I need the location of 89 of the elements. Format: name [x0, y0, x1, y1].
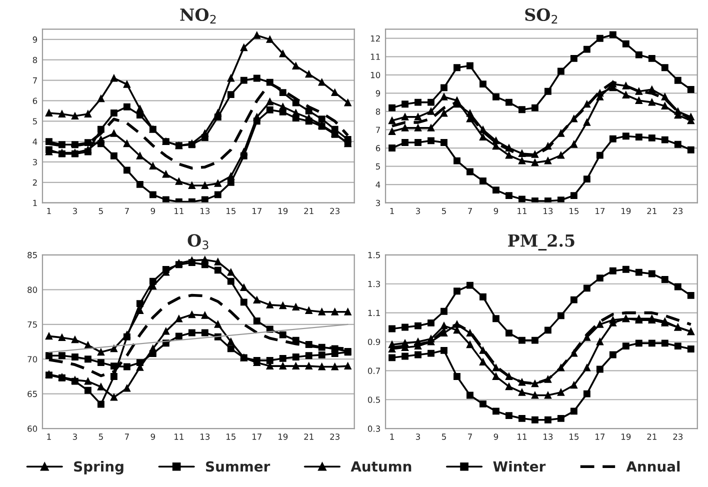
x-tick-label: 19 — [278, 434, 288, 440]
x-tick-label: 13 — [200, 434, 210, 440]
x-tick-label: 21 — [647, 434, 656, 440]
y-tick-label: 0.5 — [368, 396, 380, 403]
x-tick-label: 23 — [673, 434, 683, 440]
x-tick-label: 11 — [174, 208, 184, 214]
y-tick-label: 6 — [376, 145, 380, 152]
x-tick-label: 1 — [47, 208, 51, 214]
y-tick-label: 65 — [28, 390, 37, 398]
y-tick-label: 0.3 — [368, 426, 380, 432]
y-tick-label: 12 — [370, 35, 380, 42]
x-tick-label: 19 — [622, 208, 631, 214]
y-tick-label: 8 — [32, 56, 38, 64]
y-tick-label: 4 — [376, 182, 380, 188]
x-tick-label: 9 — [150, 208, 155, 214]
x-tick-label: 21 — [647, 208, 656, 214]
y-tick-label: 6 — [32, 98, 38, 104]
x-tick-label: 23 — [330, 208, 340, 214]
y-tick-label: 7 — [376, 126, 380, 133]
x-tick-label: 7 — [124, 434, 129, 440]
y-tick-label: 4 — [32, 138, 38, 145]
y-tick-label: 70 — [28, 356, 38, 362]
x-tick-label: 23 — [673, 208, 683, 214]
legend-label: Annual — [626, 460, 680, 472]
y-tick-label: 2 — [32, 179, 37, 186]
x-tick-label: 15 — [226, 208, 236, 214]
y-tick-label: 1 — [33, 200, 37, 206]
chart-title: SO$_{2}$ — [525, 8, 558, 24]
y-tick-label: 0.7 — [368, 368, 380, 374]
legend-label: Winter — [493, 460, 546, 472]
x-tick-label: 9 — [494, 208, 498, 214]
y-tick-label: 5 — [376, 163, 380, 170]
x-tick-label: 5 — [98, 434, 103, 440]
x-tick-label: 19 — [622, 434, 631, 440]
x-tick-label: 7 — [468, 208, 472, 214]
y-tick-label: 1.5 — [368, 252, 380, 258]
x-tick-label: 15 — [226, 434, 236, 440]
x-tick-label: 9 — [494, 434, 498, 440]
chart-title: NO$_{2}$ — [180, 8, 216, 24]
chart-title: PM_2.5 — [508, 234, 574, 251]
x-tick-label: 3 — [416, 208, 420, 214]
x-tick-label: 11 — [174, 434, 184, 440]
x-tick-label: 23 — [330, 434, 340, 440]
x-tick-label: 19 — [278, 208, 288, 214]
x-tick-label: 17 — [596, 208, 605, 214]
y-tick-label: 3 — [376, 200, 380, 206]
x-tick-label: 21 — [304, 434, 314, 440]
x-tick-label: 13 — [544, 434, 553, 440]
y-tick-label: 8 — [376, 108, 380, 115]
x-tick-label: 1 — [47, 434, 51, 440]
x-tick-label: 21 — [304, 208, 314, 214]
x-tick-label: 3 — [72, 434, 77, 440]
y-tick-label: 7 — [33, 77, 37, 84]
y-tick-label: 60 — [28, 426, 38, 432]
x-tick-label: 1 — [390, 208, 394, 214]
x-tick-label: 17 — [252, 208, 262, 214]
x-tick-label: 5 — [442, 208, 446, 214]
y-tick-label: 85 — [28, 252, 37, 258]
legend-label: Summer — [206, 461, 270, 472]
x-tick-label: 11 — [518, 434, 526, 440]
y-tick-label: 1.3 — [368, 280, 380, 288]
x-tick-label: 7 — [468, 434, 472, 440]
x-tick-label: 5 — [98, 208, 103, 214]
y-tick-label: 80 — [28, 286, 38, 293]
y-tick-label: 9 — [376, 90, 380, 96]
x-tick-label: 1 — [390, 434, 394, 440]
y-tick-label: 3 — [32, 158, 37, 166]
x-tick-label: 15 — [570, 208, 579, 214]
y-tick-label: 1.1 — [368, 310, 380, 316]
legend-label: Autumn — [350, 461, 412, 472]
x-tick-label: 3 — [72, 208, 77, 214]
y-tick-label: 9 — [32, 36, 38, 43]
y-tick-label: 11 — [370, 54, 380, 60]
y-tick-label: 10 — [370, 72, 380, 78]
y-tick-label: 75 — [28, 321, 37, 328]
y-tick-label: 5 — [32, 118, 37, 124]
chart-title: O$_{3}$ — [188, 234, 208, 250]
y-tick-label: 0.9 — [368, 338, 380, 346]
x-tick-label: 3 — [416, 434, 420, 440]
x-tick-label: 11 — [518, 208, 526, 214]
x-tick-label: 17 — [596, 434, 605, 440]
x-tick-label: 5 — [442, 434, 446, 440]
x-tick-label: 13 — [544, 208, 553, 214]
x-tick-label: 17 — [252, 434, 262, 440]
legend-label: Spring — [74, 460, 124, 474]
x-tick-label: 15 — [570, 434, 579, 440]
x-tick-label: 13 — [200, 208, 210, 214]
x-tick-label: 9 — [150, 434, 155, 440]
x-tick-label: 7 — [124, 208, 129, 214]
